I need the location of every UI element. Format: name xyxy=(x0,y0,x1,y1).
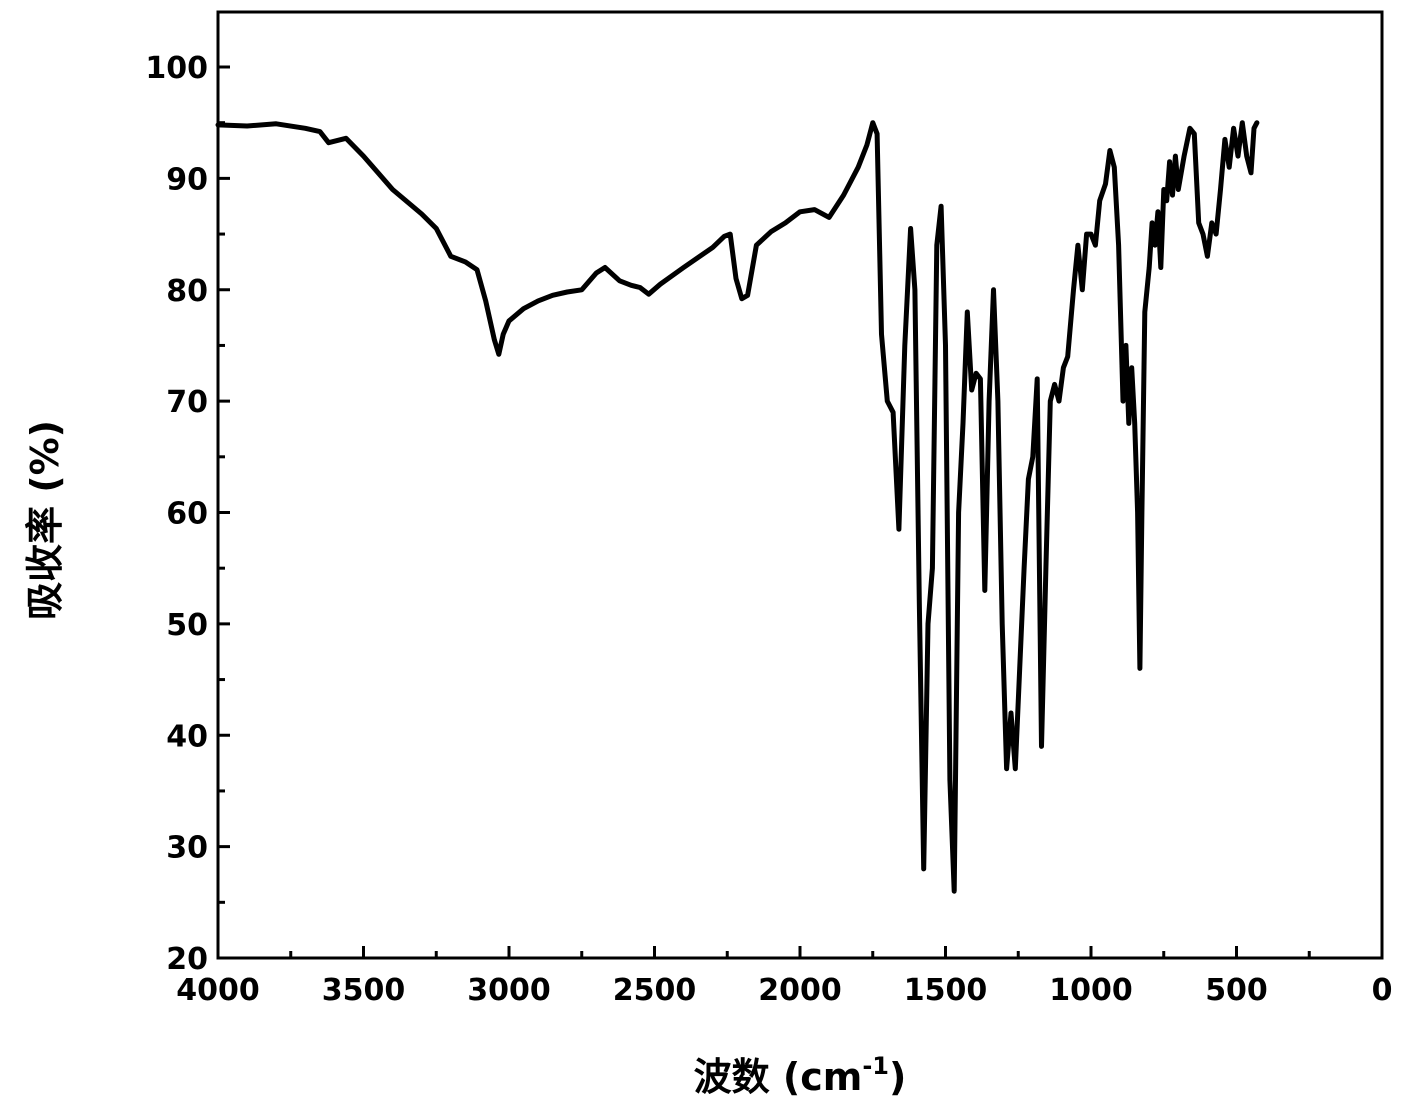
x-tick-label: 0 xyxy=(1372,973,1393,1008)
y-tick-label: 30 xyxy=(166,831,208,866)
x-axis-label-close: ) xyxy=(889,1055,906,1099)
y-tick-label: 20 xyxy=(166,942,208,977)
x-tick-label: 3500 xyxy=(322,973,406,1008)
y-axis-ticks: 20 30 40 50 60 70 80 90 100 xyxy=(145,51,230,977)
y-tick-label: 70 xyxy=(166,385,208,420)
spectrum-line xyxy=(215,120,1260,894)
y-tick-label: 60 xyxy=(166,497,208,532)
y-tick-label: 100 xyxy=(145,51,208,86)
x-tick-label: 1500 xyxy=(904,973,988,1008)
x-axis-label-sup: -1 xyxy=(862,1052,889,1080)
x-tick-label: 2000 xyxy=(758,973,842,1008)
x-axis-ticks: 4000 3500 3000 2500 2000 1500 1000 500 0 xyxy=(176,946,1392,1008)
x-axis-label: 波数 (cm-1) xyxy=(694,1052,907,1099)
y-tick-label: 80 xyxy=(166,274,208,309)
x-tick-label: 2500 xyxy=(613,973,697,1008)
y-tick-label: 90 xyxy=(166,162,208,197)
plot-frame xyxy=(216,10,1384,960)
x-tick-label: 3000 xyxy=(467,973,551,1008)
x-axis-label-main: 波数 (cm xyxy=(694,1055,863,1099)
y-tick-label: 40 xyxy=(166,719,208,754)
y-tick-label: 50 xyxy=(166,608,208,643)
x-tick-label: 500 xyxy=(1205,973,1268,1008)
y-axis-label: 吸收率 (%) xyxy=(23,420,67,620)
x-tick-label: 4000 xyxy=(176,973,260,1008)
x-tick-label: 1000 xyxy=(1049,973,1133,1008)
